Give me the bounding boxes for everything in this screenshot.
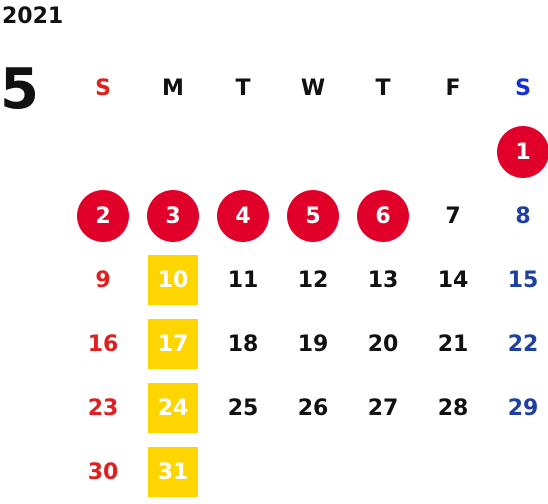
day-holiday: 2 [77, 190, 129, 242]
day-cell[interactable]: 20 [367, 331, 399, 357]
day-cell[interactable]: 5 [278, 184, 348, 248]
day-cell[interactable]: 31 [138, 440, 208, 504]
day-cell[interactable]: 3 [138, 184, 208, 248]
day-holiday: 6 [357, 190, 409, 242]
day-cell[interactable]: 27 [367, 395, 399, 421]
weekday-fri: F [445, 75, 461, 101]
day-holiday: 3 [147, 190, 199, 242]
day-cell[interactable]: 22 [507, 331, 539, 357]
day-cell[interactable]: 10 [138, 248, 208, 312]
day-highlighted: 10 [148, 255, 198, 305]
day-cell[interactable]: 28 [437, 395, 469, 421]
day-cell[interactable]: 6 [348, 184, 418, 248]
day-highlighted: 31 [148, 447, 198, 497]
day-cell[interactable]: 17 [138, 312, 208, 376]
day-highlighted: 24 [148, 383, 198, 433]
day-cell[interactable]: 7 [445, 203, 461, 229]
day-cell[interactable]: 21 [437, 331, 469, 357]
day-cell[interactable]: 8 [515, 203, 531, 229]
day-cell[interactable]: 29 [507, 395, 539, 421]
day-cell[interactable]: 14 [437, 267, 469, 293]
day-holiday: 5 [287, 190, 339, 242]
day-cell[interactable]: 4 [208, 184, 278, 248]
day-cell[interactable]: 12 [297, 267, 329, 293]
day-cell[interactable]: 26 [297, 395, 329, 421]
day-holiday: 1 [497, 126, 548, 178]
year-label: 2021 [2, 4, 64, 29]
day-cell[interactable]: 15 [507, 267, 539, 293]
day-cell[interactable]: 11 [227, 267, 259, 293]
day-highlighted: 17 [148, 319, 198, 369]
weekday-mon: M [162, 75, 184, 101]
weekday-sun: S [95, 75, 111, 101]
day-cell[interactable]: 25 [227, 395, 259, 421]
day-cell[interactable]: 9 [95, 267, 111, 293]
day-cell[interactable]: 1 [488, 120, 548, 184]
day-cell[interactable]: 13 [367, 267, 399, 293]
month-number: 5 [0, 57, 39, 122]
day-cell[interactable]: 19 [297, 331, 329, 357]
day-holiday: 4 [217, 190, 269, 242]
weekday-thu: T [375, 75, 391, 101]
weekday-sat: S [515, 75, 531, 101]
weekday-tue: T [235, 75, 251, 101]
day-cell[interactable]: 24 [138, 376, 208, 440]
day-cell[interactable]: 2 [68, 184, 138, 248]
day-cell[interactable]: 16 [87, 331, 119, 357]
weekday-wed: W [300, 75, 326, 101]
calendar-grid: S M T W T F S 1 2 3 4 5 6 7 8 9 10 11 12… [68, 56, 548, 503]
day-cell[interactable]: 23 [87, 395, 119, 421]
day-cell[interactable]: 18 [227, 331, 259, 357]
day-cell[interactable]: 30 [87, 459, 119, 485]
